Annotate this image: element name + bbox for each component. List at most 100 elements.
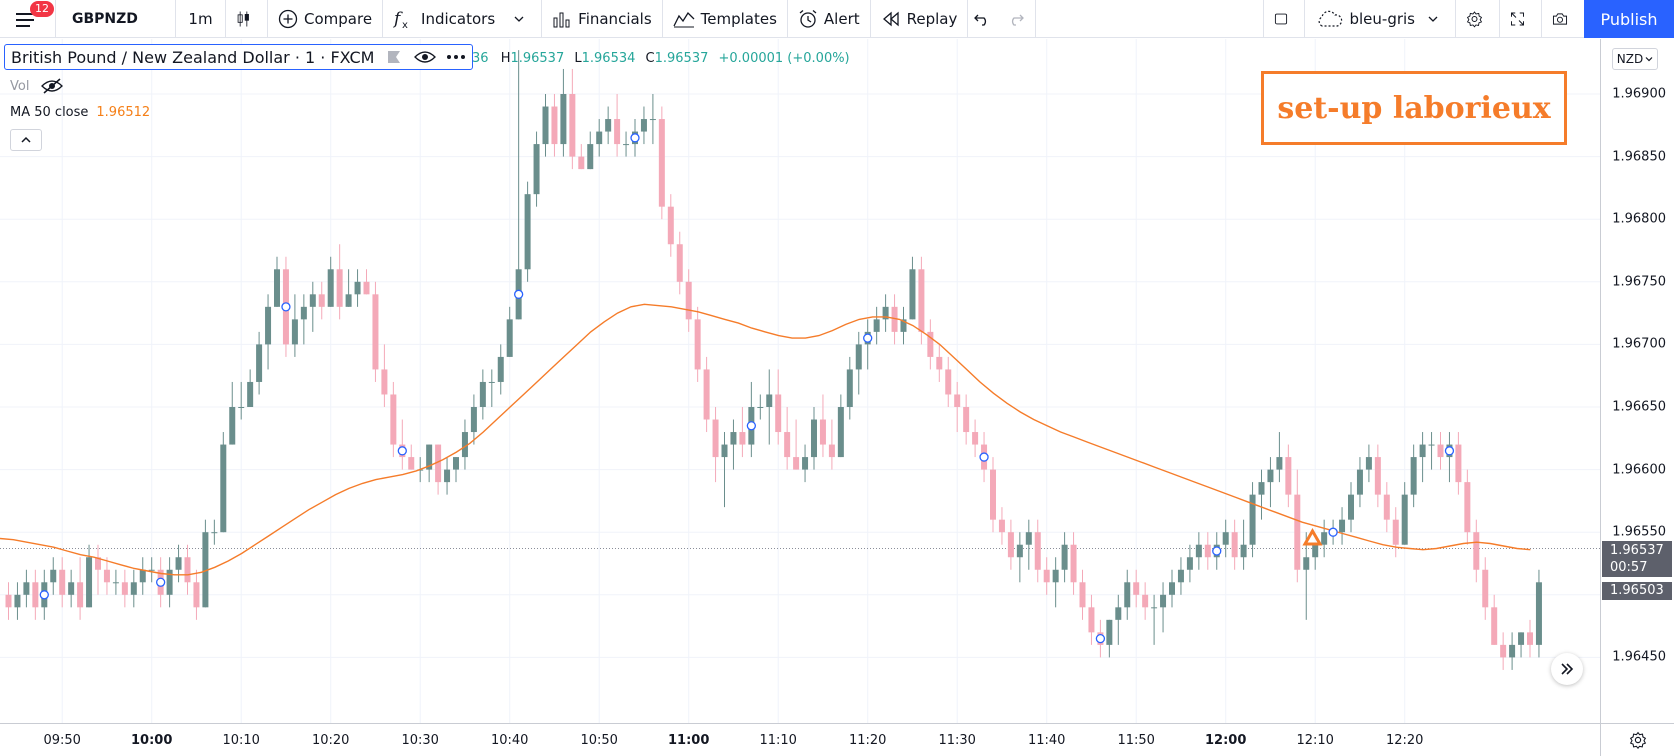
fullscreen-layout-button[interactable]: [1263, 0, 1306, 38]
alert-button[interactable]: Alert: [788, 0, 871, 38]
bar-chart-icon: [553, 12, 570, 27]
flag-icon[interactable]: [386, 50, 402, 64]
rewind-icon: [882, 11, 899, 26]
candle-body: [712, 419, 719, 458]
candle-body: [676, 244, 683, 282]
candle-body: [50, 569, 57, 583]
candle-body: [1428, 444, 1435, 446]
candle-body: [873, 319, 880, 332]
candle-body: [1401, 494, 1408, 545]
circle-marker: [979, 452, 989, 462]
time-tick-label: 11:10: [759, 733, 797, 748]
candle-body: [229, 407, 236, 445]
current-price-value: 1.96537: [1610, 543, 1664, 559]
candle-body: [811, 419, 817, 458]
time-tick-label: 11:30: [938, 733, 976, 748]
candle-body: [963, 407, 970, 433]
text-annotation[interactable]: set-up laborieux: [1261, 71, 1567, 145]
candle-body: [954, 394, 961, 407]
compare-button[interactable]: Compare: [268, 0, 384, 38]
more-icon[interactable]: [446, 54, 466, 60]
candle-body: [1070, 544, 1077, 583]
layout-select[interactable]: bleu-gris: [1305, 0, 1456, 38]
time-tick-label: 12:20: [1385, 733, 1424, 748]
chevron-down-icon: [1645, 57, 1653, 62]
candle-body: [202, 532, 209, 608]
candle-body: [453, 457, 459, 470]
candle-body: [1061, 544, 1068, 570]
candle-body: [1437, 444, 1444, 458]
candle-body: [1007, 532, 1014, 558]
candle-body: [139, 569, 146, 583]
currency-select[interactable]: NZD: [1612, 48, 1658, 70]
time-tick-label: 12:10: [1296, 733, 1334, 748]
chart-settings-corner[interactable]: [1600, 723, 1674, 756]
candle-body: [1285, 457, 1292, 495]
time-axis[interactable]: 09:50 10:00 10:10 10:20 10:30 10:40 10:50 11:00…: [0, 723, 1600, 756]
symbol-legend[interactable]: British Pound / New Zealand Dollar · 1 ·…: [4, 44, 474, 70]
time-tick-label: 11:00: [667, 733, 710, 748]
price-tick-label: 1.96800: [1612, 211, 1666, 227]
candle-body: [667, 206, 674, 245]
templates-button[interactable]: Templates: [663, 0, 788, 38]
candle-body: [193, 582, 200, 608]
ma50-line: [0, 303, 1531, 576]
candle-body: [426, 444, 433, 470]
candle-body: [1374, 457, 1381, 495]
candle-body: [1034, 532, 1041, 570]
time-tick-label: 11:20: [848, 733, 887, 748]
gear-icon: [1466, 11, 1483, 28]
square-icon: [1275, 13, 1288, 25]
candle-body: [130, 582, 137, 595]
camera-icon: [1552, 13, 1568, 25]
publish-button[interactable]: Publish: [1584, 0, 1674, 38]
chevron-up-icon: [21, 136, 31, 143]
circle-markers-group: [39, 133, 1455, 644]
candle-body: [1249, 494, 1256, 545]
legend-title: British Pound / New Zealand Dollar · 1 ·…: [11, 47, 375, 67]
hamburger-icon: [15, 12, 34, 27]
candle-body: [1339, 519, 1346, 533]
candle-body: [909, 269, 916, 320]
chart-type-button[interactable]: [226, 0, 268, 38]
volume-legend[interactable]: Vol: [10, 78, 64, 94]
candle-body: [1482, 569, 1489, 608]
layout-name: bleu-gris: [1349, 10, 1415, 28]
svg-text:f: f: [393, 9, 403, 29]
candle-body: [793, 457, 800, 470]
undo-button[interactable]: [968, 0, 1002, 38]
candle-body: [166, 569, 173, 595]
redo-button[interactable]: [1002, 0, 1037, 38]
price-axis[interactable]: 1.96900 1.96850 1.96800 1.96750 1.96700 1.966…: [1600, 39, 1674, 723]
candle-body: [488, 381, 495, 383]
ma-legend[interactable]: MA 50 close 1.96512: [10, 105, 150, 120]
eye-hidden-icon[interactable]: [41, 78, 64, 94]
settings-button[interactable]: [1456, 0, 1500, 38]
eye-icon[interactable]: [414, 50, 437, 64]
circle-marker: [863, 333, 873, 343]
price-tick-label: 1.96700: [1612, 336, 1666, 352]
high-value: 1.96537: [510, 51, 565, 66]
fullscreen-button[interactable]: [1500, 0, 1542, 38]
candle-body: [372, 294, 379, 370]
replay-button[interactable]: Replay: [871, 0, 969, 38]
candle-body: [247, 381, 254, 407]
candle-body: [882, 306, 889, 320]
interval-button[interactable]: 1m: [176, 0, 226, 38]
collapse-legend-button[interactable]: [10, 129, 42, 151]
financials-button[interactable]: Financials: [542, 0, 663, 38]
snapshot-button[interactable]: [1542, 0, 1584, 38]
main-menu-button[interactable]: 12: [0, 0, 56, 38]
candle-body: [1294, 494, 1301, 570]
price-tick-label: 1.96550: [1612, 524, 1666, 540]
candle-body: [623, 144, 630, 146]
compare-label: Compare: [304, 9, 373, 28]
scroll-to-realtime-button[interactable]: [1551, 653, 1583, 685]
circle-marker: [514, 289, 524, 299]
candle-body: [256, 344, 263, 382]
candle-body: [828, 444, 835, 458]
candle-body: [1473, 532, 1480, 570]
symbol-search-button[interactable]: GBPNZD: [56, 0, 176, 38]
